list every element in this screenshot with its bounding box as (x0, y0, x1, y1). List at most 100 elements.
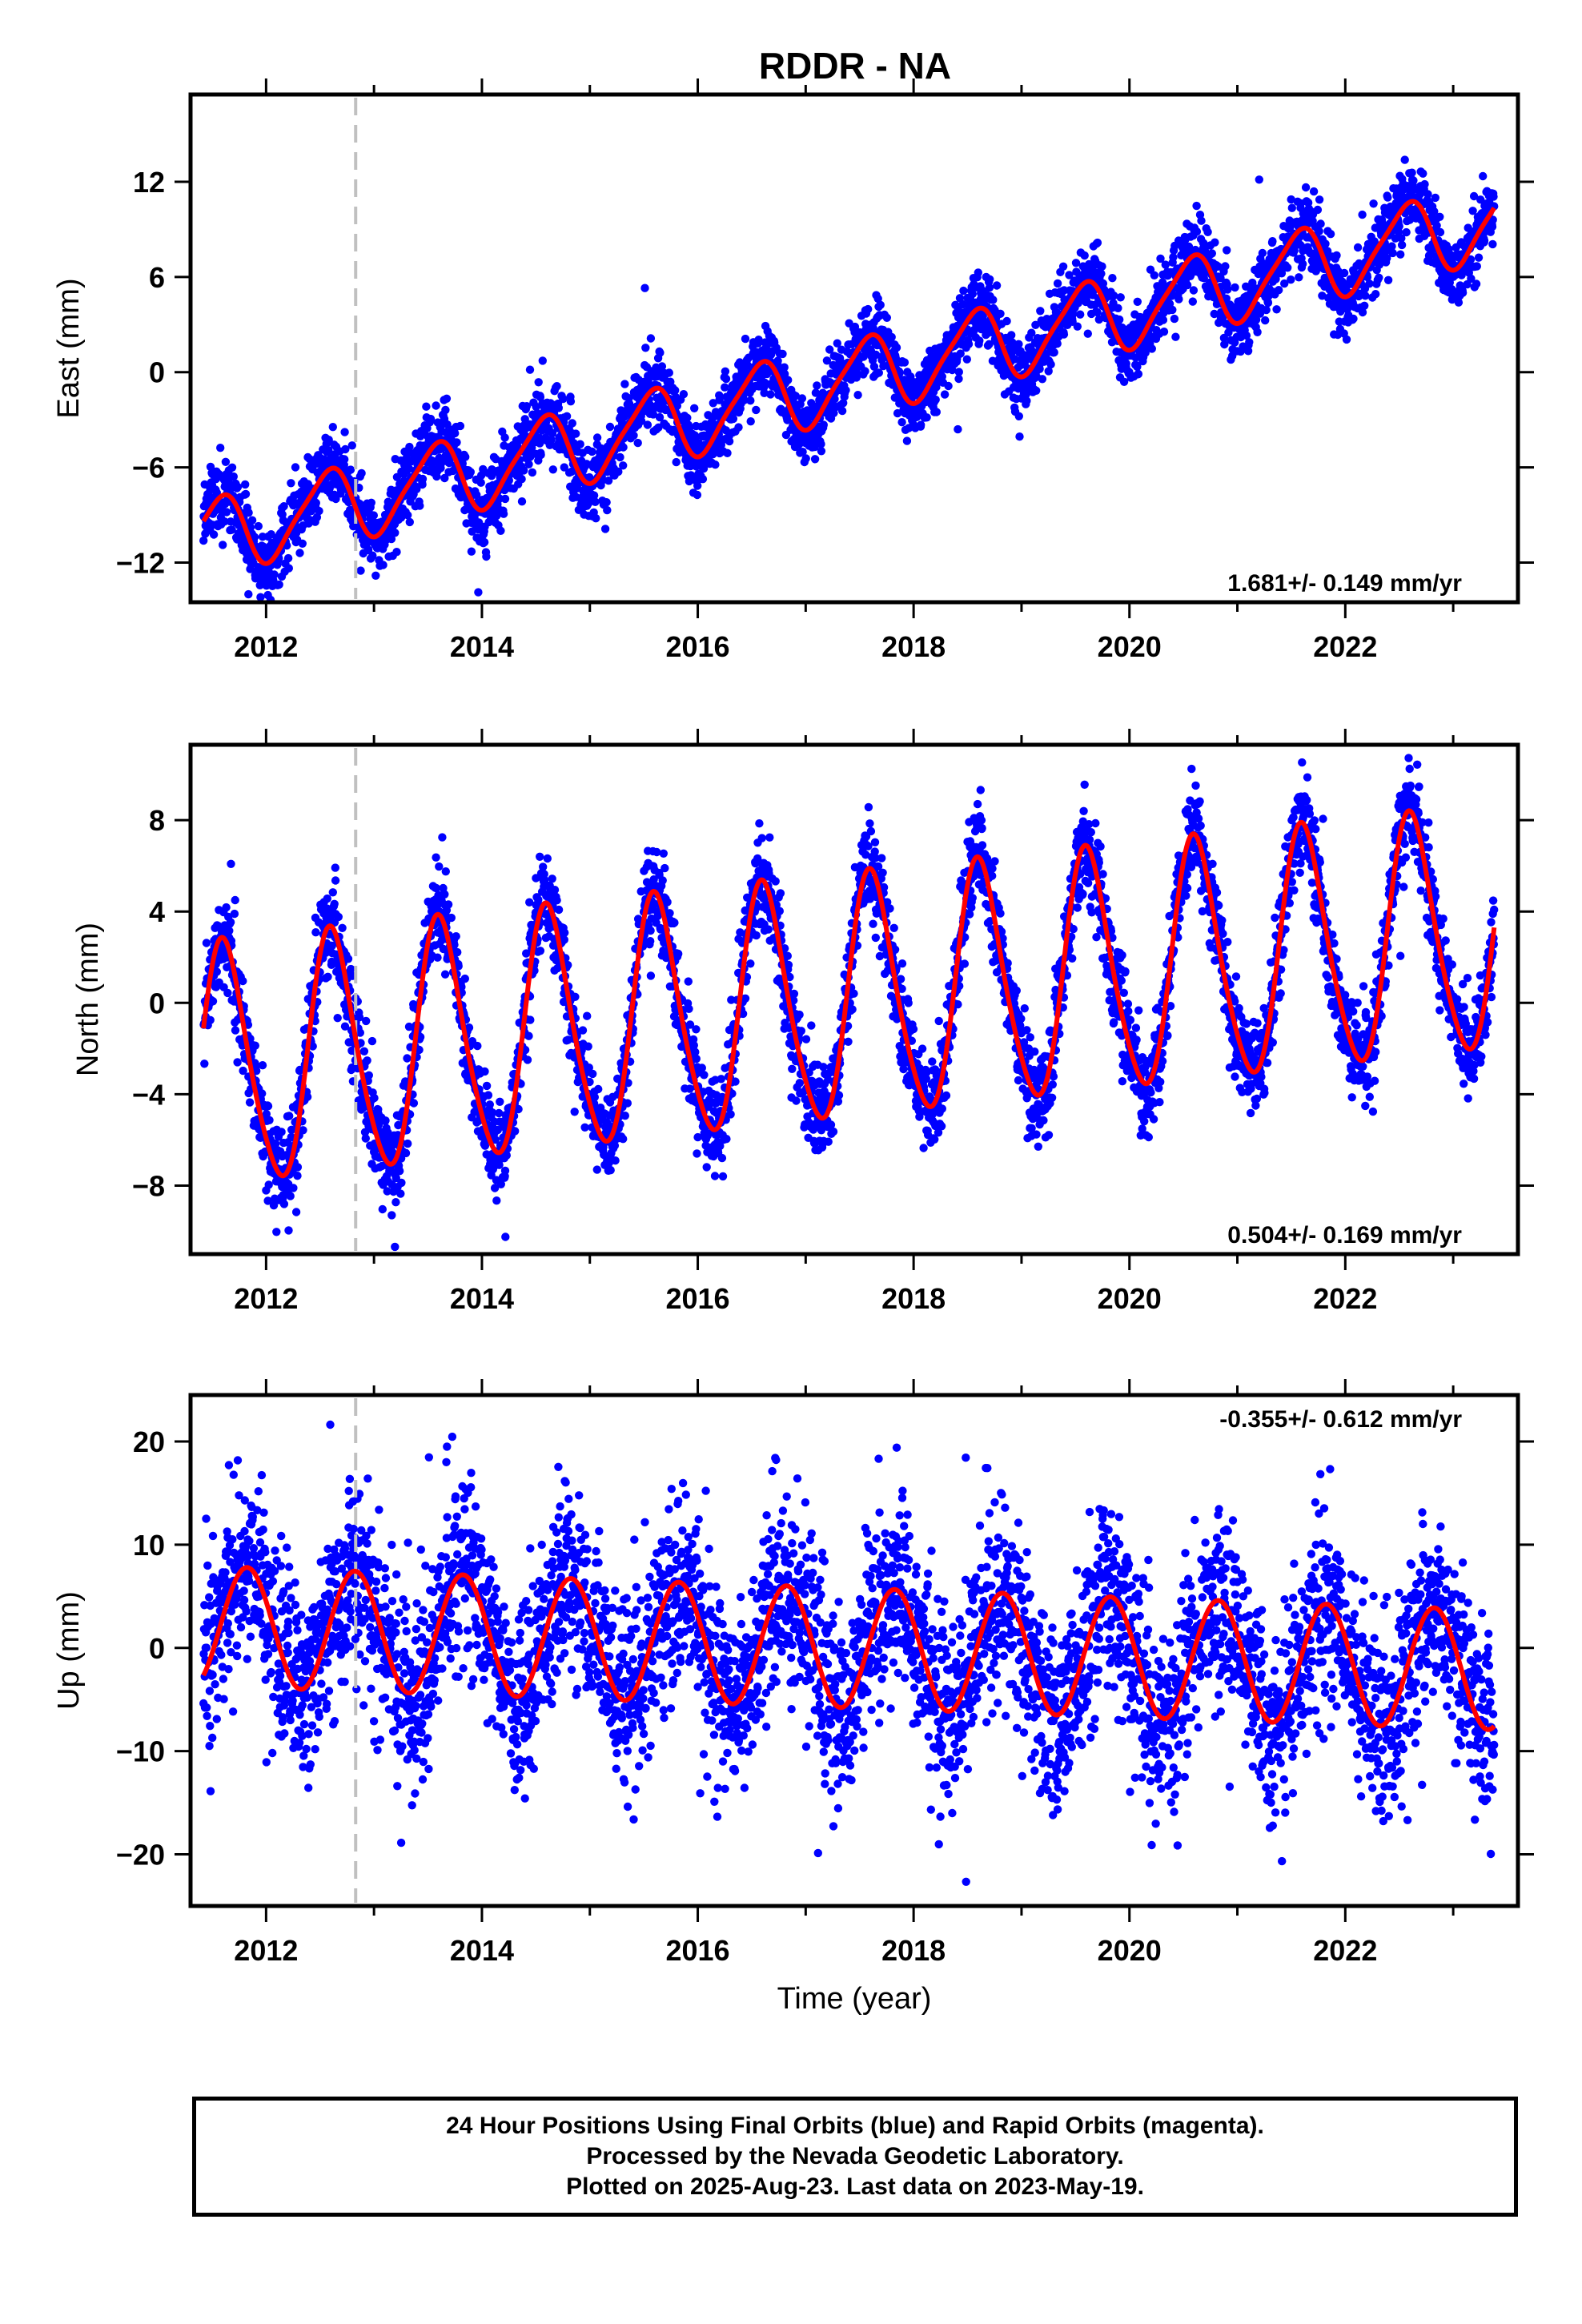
data-point (1301, 183, 1311, 192)
plot-frame (188, 92, 1520, 605)
data-point (392, 548, 401, 557)
data-point (1488, 215, 1497, 224)
data-point (1133, 362, 1142, 372)
data-point (1363, 272, 1372, 282)
data-point (272, 1228, 281, 1236)
data-point (1430, 207, 1439, 216)
data-point (1287, 195, 1295, 204)
data-point (1365, 279, 1374, 288)
data-point (711, 460, 720, 469)
data-point (1192, 227, 1202, 236)
data-point (591, 497, 600, 506)
data-point (600, 525, 610, 533)
data-point (1027, 328, 1036, 337)
data-point (1169, 253, 1178, 262)
data-point (347, 441, 356, 450)
data-point (476, 478, 485, 487)
data-point (1283, 263, 1292, 272)
data-point (897, 418, 906, 427)
data-point (415, 1045, 424, 1055)
data-point (416, 1032, 425, 1042)
data-point (1022, 390, 1030, 399)
data-point (746, 417, 755, 426)
y-axis-label: East (mm) (52, 278, 86, 418)
data-point (331, 876, 340, 885)
data-point (572, 429, 580, 438)
data-point (1253, 328, 1262, 336)
data-point (517, 497, 527, 506)
data-point (892, 343, 901, 352)
data-point (356, 566, 365, 575)
data-point (1321, 239, 1330, 248)
data-point (721, 374, 731, 384)
data-point (1339, 268, 1349, 278)
data-point (1326, 230, 1335, 239)
data-point (1116, 293, 1125, 302)
data-point (636, 416, 646, 425)
data-point (548, 428, 557, 438)
data-point (954, 424, 962, 434)
data-point (669, 425, 678, 434)
data-point (258, 1089, 267, 1098)
data-point (1044, 367, 1053, 376)
data-point (381, 1116, 390, 1125)
data-point (263, 1102, 273, 1111)
data-point (1093, 238, 1102, 247)
data-point (780, 369, 789, 379)
data-point (679, 390, 689, 399)
data-point (346, 465, 355, 474)
data-point (436, 464, 445, 472)
data-point (721, 367, 730, 376)
data-point (369, 511, 378, 520)
data-point (426, 414, 436, 424)
data-point (368, 551, 377, 560)
data-point (500, 433, 509, 442)
data-point (1383, 193, 1392, 202)
data-point (222, 508, 231, 517)
data-point (603, 505, 612, 515)
data-point (303, 1092, 312, 1101)
data-point (199, 536, 208, 545)
data-point (496, 526, 505, 535)
data-point (1207, 249, 1217, 258)
data-point (262, 1109, 271, 1119)
data-point (227, 463, 237, 472)
data-point (746, 396, 755, 405)
data-point (482, 552, 491, 561)
data-point (985, 283, 994, 292)
data-point (265, 1116, 274, 1125)
data-point (1038, 375, 1047, 384)
data-point (648, 410, 658, 419)
data-point (1031, 320, 1040, 329)
data-point (1358, 210, 1367, 219)
data-point (536, 392, 545, 402)
data-point (299, 1126, 307, 1135)
data-point (383, 1187, 391, 1196)
data-point (277, 1128, 286, 1136)
data-point (1119, 377, 1129, 386)
data-point (432, 401, 440, 410)
data-point (403, 1054, 412, 1063)
data-point (582, 460, 591, 468)
x-tick-label: 2012 (234, 630, 298, 663)
data-point (1197, 216, 1206, 225)
data-point (532, 402, 540, 412)
data-point (233, 1058, 242, 1067)
data-point (1076, 310, 1085, 319)
data-point (275, 580, 283, 589)
data-point (833, 339, 842, 348)
x-tick-label: 2020 (1098, 630, 1162, 663)
data-point (391, 529, 400, 537)
data-point (285, 1112, 294, 1120)
data-point (1275, 286, 1283, 295)
data-point (1388, 248, 1397, 258)
data-point (1203, 227, 1212, 236)
data-point (693, 490, 702, 500)
data-point (954, 374, 963, 384)
data-point (323, 894, 331, 903)
data-point (1396, 250, 1405, 259)
data-point (227, 525, 236, 534)
data-point (239, 976, 247, 986)
data-point (500, 494, 510, 504)
